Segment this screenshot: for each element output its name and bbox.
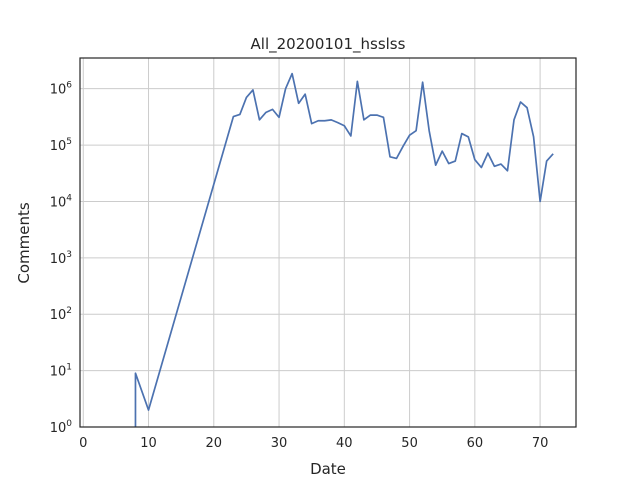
y-axis-label: Comments (15, 202, 33, 283)
x-tick-label: 0 (79, 436, 87, 451)
y-tick-label: 105 (50, 137, 72, 154)
y-tick-label: 102 (50, 306, 72, 323)
x-tick-label: 20 (206, 436, 223, 451)
x-tick-label: 30 (271, 436, 288, 451)
x-tick-label: 70 (532, 436, 549, 451)
y-tick-label: 104 (50, 193, 73, 210)
series-line-group (134, 72, 554, 427)
y-tick-label: 100 (50, 419, 73, 436)
x-tick-label: 10 (140, 436, 157, 451)
series-line (134, 72, 554, 427)
y-tick-labels: 100 101 102 103 104 105 106 (50, 81, 73, 436)
y-tick-label: 101 (50, 363, 72, 380)
chart-title: All_20200101_hsslss (251, 35, 406, 54)
plot-frame (79, 57, 577, 428)
y-tick-label: 106 (50, 81, 73, 98)
x-tick-label: 40 (336, 436, 353, 451)
y-tick-label: 103 (50, 250, 72, 267)
x-tick-label: 60 (467, 436, 484, 451)
x-tick-labels: 0 10 20 30 40 50 60 70 (79, 436, 548, 451)
x-axis-label: Date (310, 460, 346, 478)
grid (80, 58, 576, 428)
x-tick-label: 50 (401, 436, 418, 451)
